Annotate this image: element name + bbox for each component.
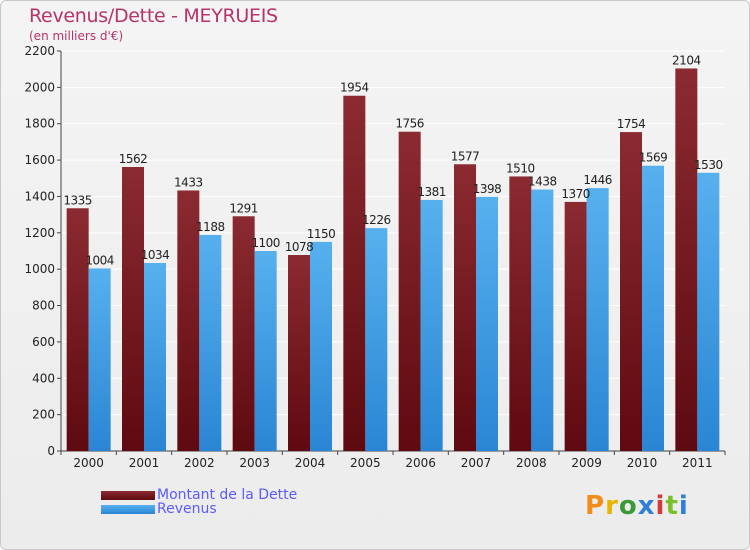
bar-revenus <box>642 165 664 451</box>
data-label: 1433 <box>174 175 203 189</box>
bar-dette <box>122 167 144 451</box>
data-label: 1150 <box>307 227 336 241</box>
bar-dette <box>232 216 255 451</box>
y-tick-label: 600 <box>32 335 55 349</box>
x-tick-label: 2010 <box>627 456 658 470</box>
data-label: 1100 <box>251 236 280 250</box>
axes: 0 200 400 600 800 1000 1200 1400 1600 1800 2000 220… <box>24 44 726 470</box>
legend-label-dette: Montant de la Dette <box>157 487 298 503</box>
data-label: 1569 <box>639 151 668 165</box>
x-tick-label: 2005 <box>350 456 381 470</box>
legend-item-revenus: Revenus <box>101 501 217 517</box>
x-tick-label: 2000 <box>73 456 104 470</box>
x-tick-label: 2003 <box>239 456 270 470</box>
y-tick-label: 1200 <box>24 226 55 240</box>
bar-revenus <box>586 188 609 451</box>
data-label: 1530 <box>694 158 723 172</box>
bar-revenus <box>310 241 332 451</box>
data-label: 1510 <box>506 161 535 175</box>
bar-revenus <box>199 235 222 451</box>
bar-dette <box>620 132 642 451</box>
bar-dette <box>398 131 421 451</box>
bar-dette <box>288 255 310 451</box>
proxiti-logo: Proxiti <box>585 491 689 521</box>
data-label: 1370 <box>561 187 590 201</box>
y-tick-label: 200 <box>32 408 55 422</box>
data-label: 1438 <box>528 175 557 189</box>
data-label: 2104 <box>672 53 701 67</box>
bar-dette <box>177 190 200 452</box>
bar-revenus <box>365 228 388 451</box>
data-label: 1562 <box>119 152 148 166</box>
legend-swatch-revenus <box>101 504 155 514</box>
x-tick-label: 2007 <box>461 456 492 470</box>
data-label: 1398 <box>473 182 502 196</box>
y-tick-label: 1800 <box>24 117 55 131</box>
data-label: 1188 <box>196 220 225 234</box>
y-tick-label: 2200 <box>24 44 55 58</box>
data-label: 1226 <box>362 213 391 227</box>
chart-title: Revenus/Dette - MEYRUEIS <box>29 5 278 27</box>
bar-revenus <box>476 196 498 451</box>
y-tick-label: 1600 <box>24 153 55 167</box>
x-tick-label: 2004 <box>295 456 326 470</box>
data-label: 1004 <box>85 253 114 267</box>
x-tick-label: 2001 <box>129 456 160 470</box>
y-tick-label: 1000 <box>24 262 55 276</box>
legend-swatch-dette <box>101 490 155 500</box>
x-tick-label: 2008 <box>516 456 547 470</box>
legend-label-revenus: Revenus <box>157 501 217 517</box>
bar-revenus <box>88 268 111 451</box>
bar-dette <box>675 68 698 452</box>
legend-item-dette: Montant de la Dette <box>101 487 298 503</box>
x-tick-label: 2002 <box>184 456 215 470</box>
bar-revenus <box>420 199 443 451</box>
y-tick-label: 1400 <box>24 189 55 203</box>
data-label: 1954 <box>340 81 369 95</box>
y-tick-label: 400 <box>32 371 55 385</box>
data-label: 1446 <box>583 173 612 187</box>
bar-revenus <box>144 263 166 451</box>
x-tick-label: 2006 <box>405 456 436 470</box>
data-label: 1577 <box>451 149 480 163</box>
x-tick-label: 2011 <box>682 456 713 470</box>
bar-dette <box>454 164 476 452</box>
chart-subtitle: (en milliers d'€) <box>29 29 124 43</box>
y-tick-label: 800 <box>32 299 55 313</box>
bar-dette <box>564 201 587 451</box>
x-tick-label: 2009 <box>571 456 602 470</box>
y-tick-label: 0 <box>47 444 55 458</box>
data-label: 1078 <box>285 240 314 254</box>
bars <box>66 68 720 452</box>
data-labels: 1335 1004 1562 1034 1433 1188 1291 1100 10781150… <box>63 53 723 267</box>
bar-dette <box>343 95 366 452</box>
grid-lines <box>61 50 725 452</box>
bar-revenus <box>697 172 720 451</box>
data-label: 1034 <box>141 248 170 262</box>
bar-dette <box>509 176 532 452</box>
bar-dette <box>66 208 89 451</box>
bar-revenus <box>254 251 277 451</box>
data-label: 1335 <box>63 193 92 207</box>
y-tick-label: 2000 <box>24 80 55 94</box>
data-label: 1291 <box>229 201 258 215</box>
bar-revenus <box>531 189 554 451</box>
data-label: 1756 <box>395 117 424 131</box>
data-label: 1381 <box>417 185 446 199</box>
data-label: 1754 <box>617 117 646 131</box>
